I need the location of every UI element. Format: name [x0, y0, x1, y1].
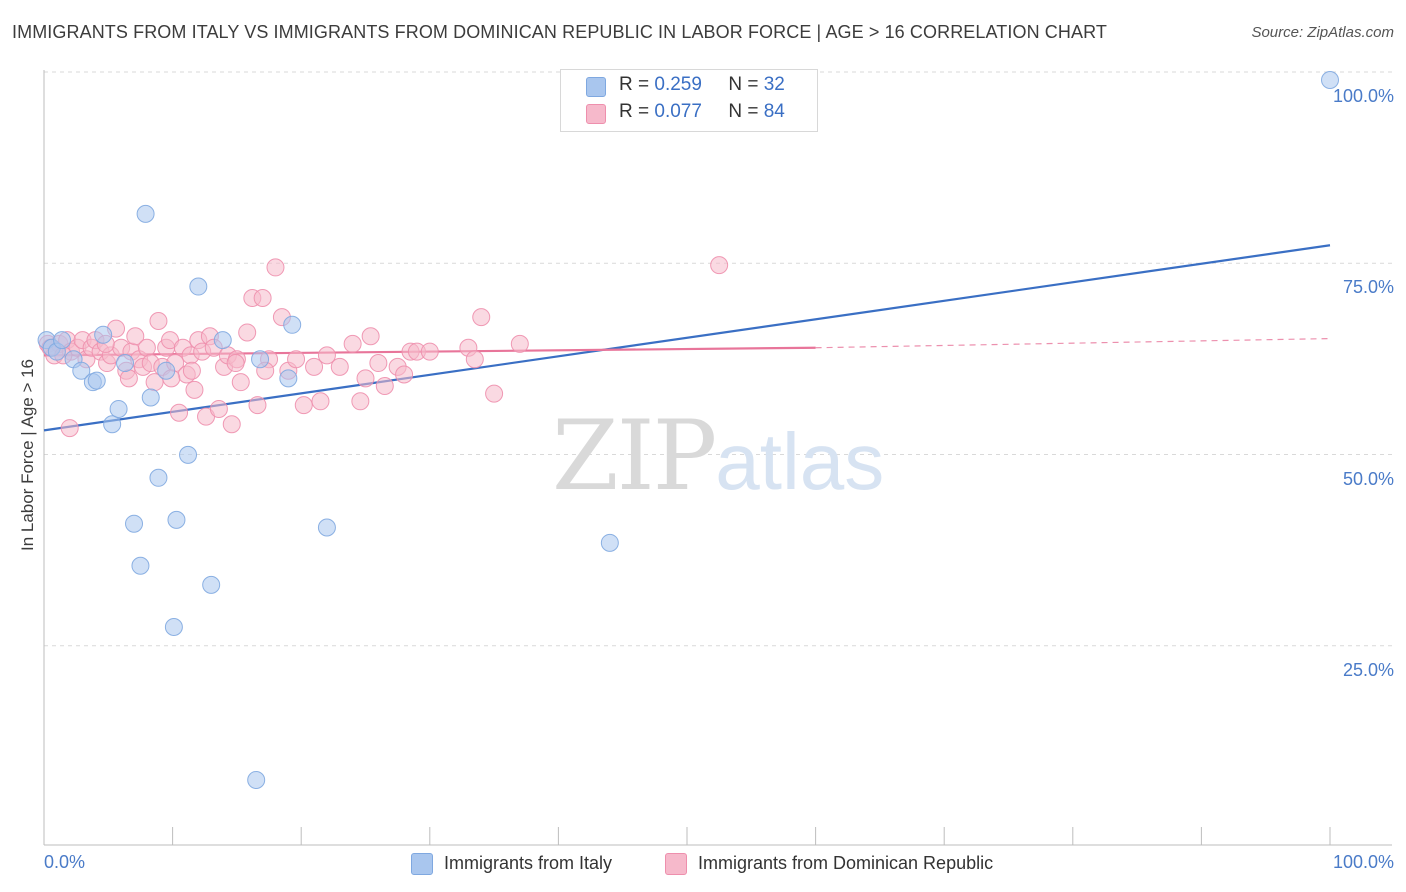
data-point-italy	[94, 325, 113, 344]
data-point-dominican	[253, 289, 272, 308]
gridlines	[44, 71, 1392, 647]
data-point-dominican	[317, 346, 336, 365]
data-point-dominican	[182, 361, 201, 380]
legend-label-italy: Immigrants from Italy	[444, 853, 613, 873]
stats-n-label: N =	[728, 101, 759, 122]
data-point-italy	[103, 415, 122, 434]
y-tick-label-25: 25.0%	[1342, 659, 1394, 680]
data-point-italy	[600, 533, 619, 552]
trend-line-dominican-extension	[815, 337, 1331, 349]
data-point-dominican	[343, 334, 362, 353]
data-point-italy	[247, 770, 266, 789]
stats-n-value-italy: 32	[763, 74, 785, 95]
y-tick-label-50: 50.0%	[1342, 468, 1394, 489]
data-point-italy	[131, 556, 150, 575]
stats-r-label: R =	[619, 74, 650, 95]
data-point-dominican	[209, 399, 228, 418]
data-point-italy	[164, 617, 183, 636]
data-point-italy	[72, 361, 91, 380]
stats-n-label: N =	[728, 74, 759, 95]
data-point-italy	[109, 399, 128, 418]
data-point-dominican	[305, 357, 324, 376]
data-point-italy	[53, 331, 72, 350]
data-point-dominican	[510, 334, 529, 353]
data-point-italy	[167, 510, 186, 529]
stats-swatch-dominican	[586, 104, 606, 124]
data-point-dominican	[311, 392, 330, 411]
data-point-italy	[157, 361, 176, 380]
data-point-italy	[189, 277, 208, 296]
data-point-dominican	[137, 338, 156, 357]
data-point-italy	[279, 369, 298, 388]
data-point-dominican	[375, 377, 394, 395]
watermark: ZIPatlas	[552, 400, 884, 512]
data-point-dominican	[472, 308, 491, 327]
stats-r-label: R =	[619, 101, 650, 122]
stats-r-value-italy: 0.259	[654, 74, 702, 95]
data-point-dominican	[485, 384, 504, 403]
data-point-italy	[1321, 71, 1339, 89]
data-point-dominican	[149, 311, 168, 330]
data-point-dominican	[170, 403, 189, 422]
data-point-dominican	[119, 369, 138, 388]
data-point-dominican	[185, 380, 204, 399]
y-tick-label-75: 75.0%	[1342, 277, 1394, 298]
y-tick-label-100: 100.0%	[1332, 86, 1394, 106]
data-point-dominican	[294, 396, 313, 415]
data-point-italy	[125, 514, 144, 533]
axes	[43, 70, 1392, 846]
x-tick-label-max: 100.0%	[1332, 852, 1394, 872]
data-point-dominican	[226, 354, 245, 373]
data-point-dominican	[330, 357, 349, 376]
data-point-dominican	[231, 373, 250, 392]
legend-label-dominican: Immigrants from Dominican Republic	[698, 853, 994, 873]
data-point-dominican	[361, 327, 380, 346]
data-point-dominican	[238, 323, 257, 342]
y-axis-label: In Labor Force | Age > 16	[18, 358, 37, 552]
data-point-italy	[116, 354, 135, 373]
stats-legend-box: R = 0.259 N = 32 R = 0.077 N = 84	[560, 69, 818, 132]
stats-r-value-dominican: 0.077	[654, 101, 702, 122]
data-point-italy	[317, 518, 336, 537]
data-point-dominican	[465, 350, 484, 369]
data-point-dominican	[266, 258, 285, 277]
data-point-dominican	[420, 342, 439, 361]
data-points	[37, 71, 1339, 789]
data-point-dominican	[351, 392, 370, 411]
data-point-italy	[213, 331, 232, 350]
data-point-italy	[136, 204, 155, 223]
data-point-dominican	[248, 396, 267, 415]
x-tick-label-min: 0.0%	[44, 852, 86, 872]
data-point-dominican	[60, 419, 79, 438]
legend-swatch-italy	[411, 853, 433, 875]
data-point-dominican	[356, 369, 375, 388]
data-point-italy	[149, 468, 168, 487]
watermark-zip: ZIP	[552, 400, 717, 512]
data-point-italy	[202, 575, 221, 594]
data-point-dominican	[287, 350, 306, 369]
data-point-dominican	[710, 256, 729, 275]
chart-source: Source: ZipAtlas.com	[1251, 24, 1394, 41]
chart-legend: Immigrants from Italy Immigrants from Do…	[0, 851, 1406, 877]
watermark-atlas: atlas	[715, 417, 885, 506]
data-point-italy	[141, 388, 160, 407]
legend-swatch-dominican	[665, 853, 687, 875]
data-point-italy	[179, 445, 198, 464]
stats-n-value-dominican: 84	[763, 101, 785, 122]
data-point-italy	[251, 350, 270, 369]
data-point-dominican	[222, 415, 241, 434]
data-point-dominican	[395, 365, 414, 384]
data-point-italy	[87, 371, 106, 390]
stats-swatch-italy	[586, 77, 606, 97]
data-point-italy	[283, 315, 302, 334]
chart-title: IMMIGRANTS FROM ITALY VS IMMIGRANTS FROM…	[12, 22, 1107, 42]
data-point-dominican	[126, 327, 145, 346]
data-point-dominican	[369, 354, 388, 373]
